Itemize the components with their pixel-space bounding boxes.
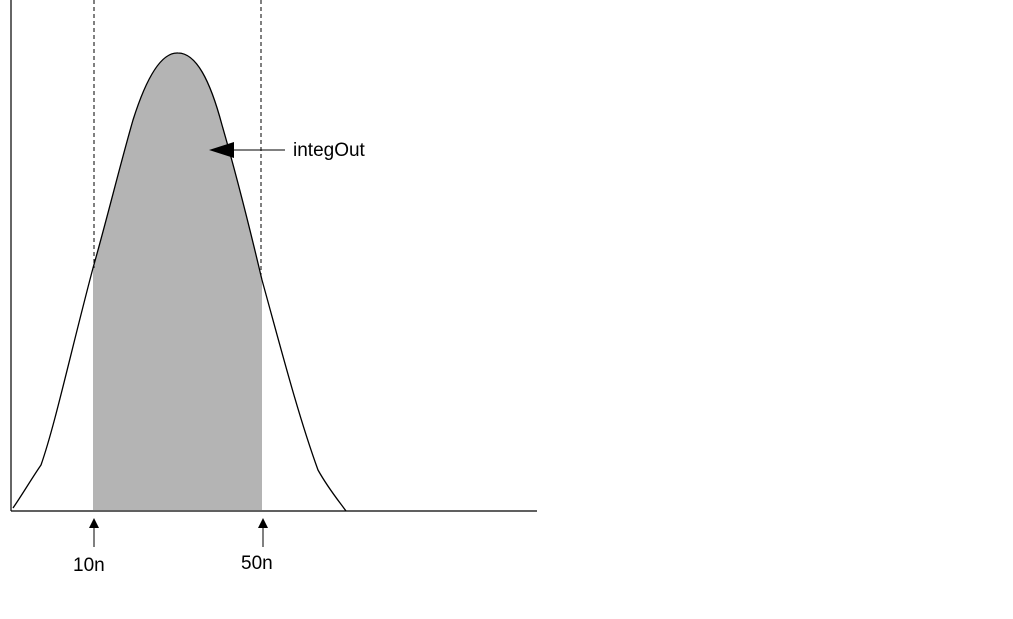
marker-label-50n: 50n (241, 553, 273, 574)
marker-arrow-50n-head (258, 518, 268, 528)
marker-label-10n: 10n (73, 555, 105, 576)
marker-arrow-10n-head (89, 518, 99, 528)
integout-curve (12, 52, 347, 512)
curve-label: integOut (293, 140, 366, 161)
integrated-area (93, 52, 262, 510)
callout-arrow-head (209, 142, 234, 158)
